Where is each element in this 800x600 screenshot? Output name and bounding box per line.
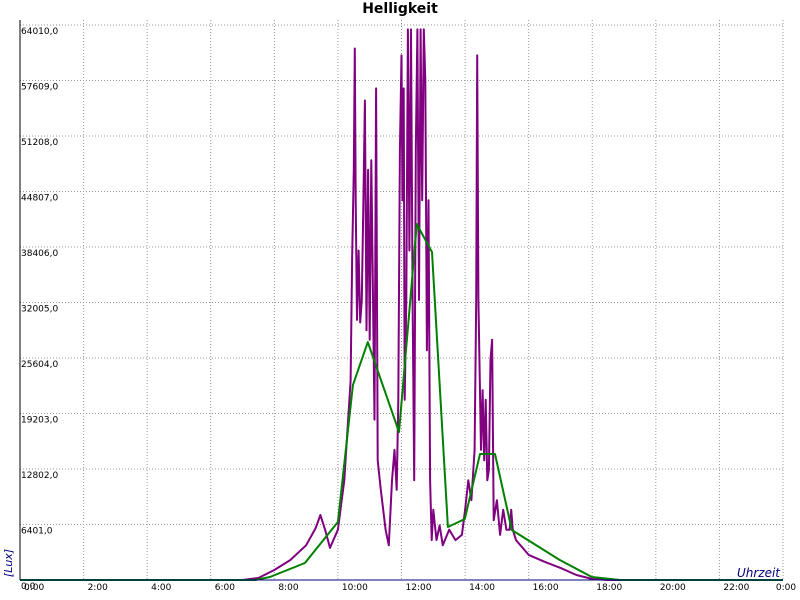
y-tick-label: 51208,0 [21, 138, 58, 148]
y-tick-label: 57609,0 [21, 83, 58, 93]
x-tick-label: 4:00 [151, 583, 171, 593]
y-axis-label: [Lux] [2, 549, 15, 577]
plot-area [20, 28, 783, 581]
x-tick-label: 6:00 [215, 583, 235, 593]
x-tick-label: 0:00 [24, 583, 44, 593]
y-tick-label: 12802,0 [21, 471, 58, 481]
x-tick-label: 16:00 [533, 583, 559, 593]
x-tick-label: 14:00 [469, 583, 495, 593]
y-tick-label: 0,0 [21, 582, 36, 592]
x-tick-label: 8:00 [278, 583, 298, 593]
y-tick-label: 38406,0 [21, 249, 58, 259]
y-tick-label: 6401,0 [21, 527, 53, 537]
y-tick-label: 19203,0 [21, 416, 58, 426]
x-tick-label: 20:00 [660, 583, 686, 593]
x-tick-label: 2:00 [88, 583, 108, 593]
x-axis-label: Uhrzeit [737, 566, 781, 580]
data-line [20, 28, 783, 581]
x-tick-label: 10:00 [342, 583, 368, 593]
chart-title: Helligkeit [362, 1, 438, 17]
x-tick-label: 18:00 [596, 583, 622, 593]
y-tick-label: 32005,0 [21, 305, 58, 315]
x-tick-label: 0:00 [776, 583, 796, 593]
data-line [20, 223, 783, 581]
x-tick-label: 22:00 [723, 583, 749, 593]
x-tick-label: 12:00 [406, 583, 432, 593]
y-tick-label: 44807,0 [21, 194, 58, 204]
y-tick-label: 64010,0 [21, 27, 58, 37]
y-tick-label: 25604,0 [21, 360, 58, 370]
